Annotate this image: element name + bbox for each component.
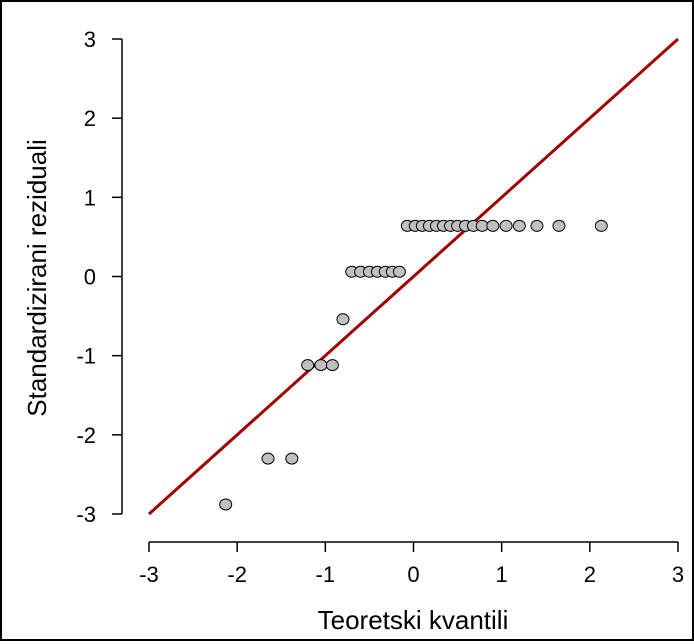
y-tick-label: 3 (84, 27, 96, 52)
data-point (486, 219, 500, 232)
x-tick-label: -2 (227, 562, 247, 587)
x-tick-label: 0 (407, 562, 419, 587)
axes: -3 -2 -1 0 1 2 3 -3 -2 -1 0 1 2 3 (76, 27, 684, 587)
x-tick-label: 1 (496, 562, 508, 587)
data-points (219, 219, 608, 511)
data-point (261, 452, 275, 465)
data-point (285, 452, 299, 465)
reference-line (147, 37, 680, 516)
data-point (594, 219, 608, 232)
data-point (552, 219, 566, 232)
x-tick-label: 3 (672, 562, 684, 587)
y-tick-label: 0 (84, 265, 96, 290)
data-point (219, 498, 233, 511)
data-point (325, 359, 339, 372)
y-axis-label: Standardizirani reziduali (22, 139, 52, 416)
x-axis-label: Teoretski kvantili (318, 605, 509, 635)
y-tick-label: -2 (76, 423, 96, 448)
data-point (392, 265, 406, 278)
data-point (336, 313, 350, 326)
y-tick-label: -1 (76, 344, 96, 369)
y-tick-label: 1 (84, 185, 96, 210)
y-tick-label: -3 (76, 502, 96, 527)
x-tick-label: -1 (316, 562, 336, 587)
data-point (530, 219, 544, 232)
data-point (499, 219, 513, 232)
data-point (512, 219, 526, 232)
y-tick-label: 2 (84, 106, 96, 131)
data-point (301, 359, 315, 372)
reference-line-layer (147, 37, 680, 516)
x-tick-label: 2 (584, 562, 596, 587)
x-tick-label: -3 (139, 562, 159, 587)
data-point (314, 359, 328, 372)
